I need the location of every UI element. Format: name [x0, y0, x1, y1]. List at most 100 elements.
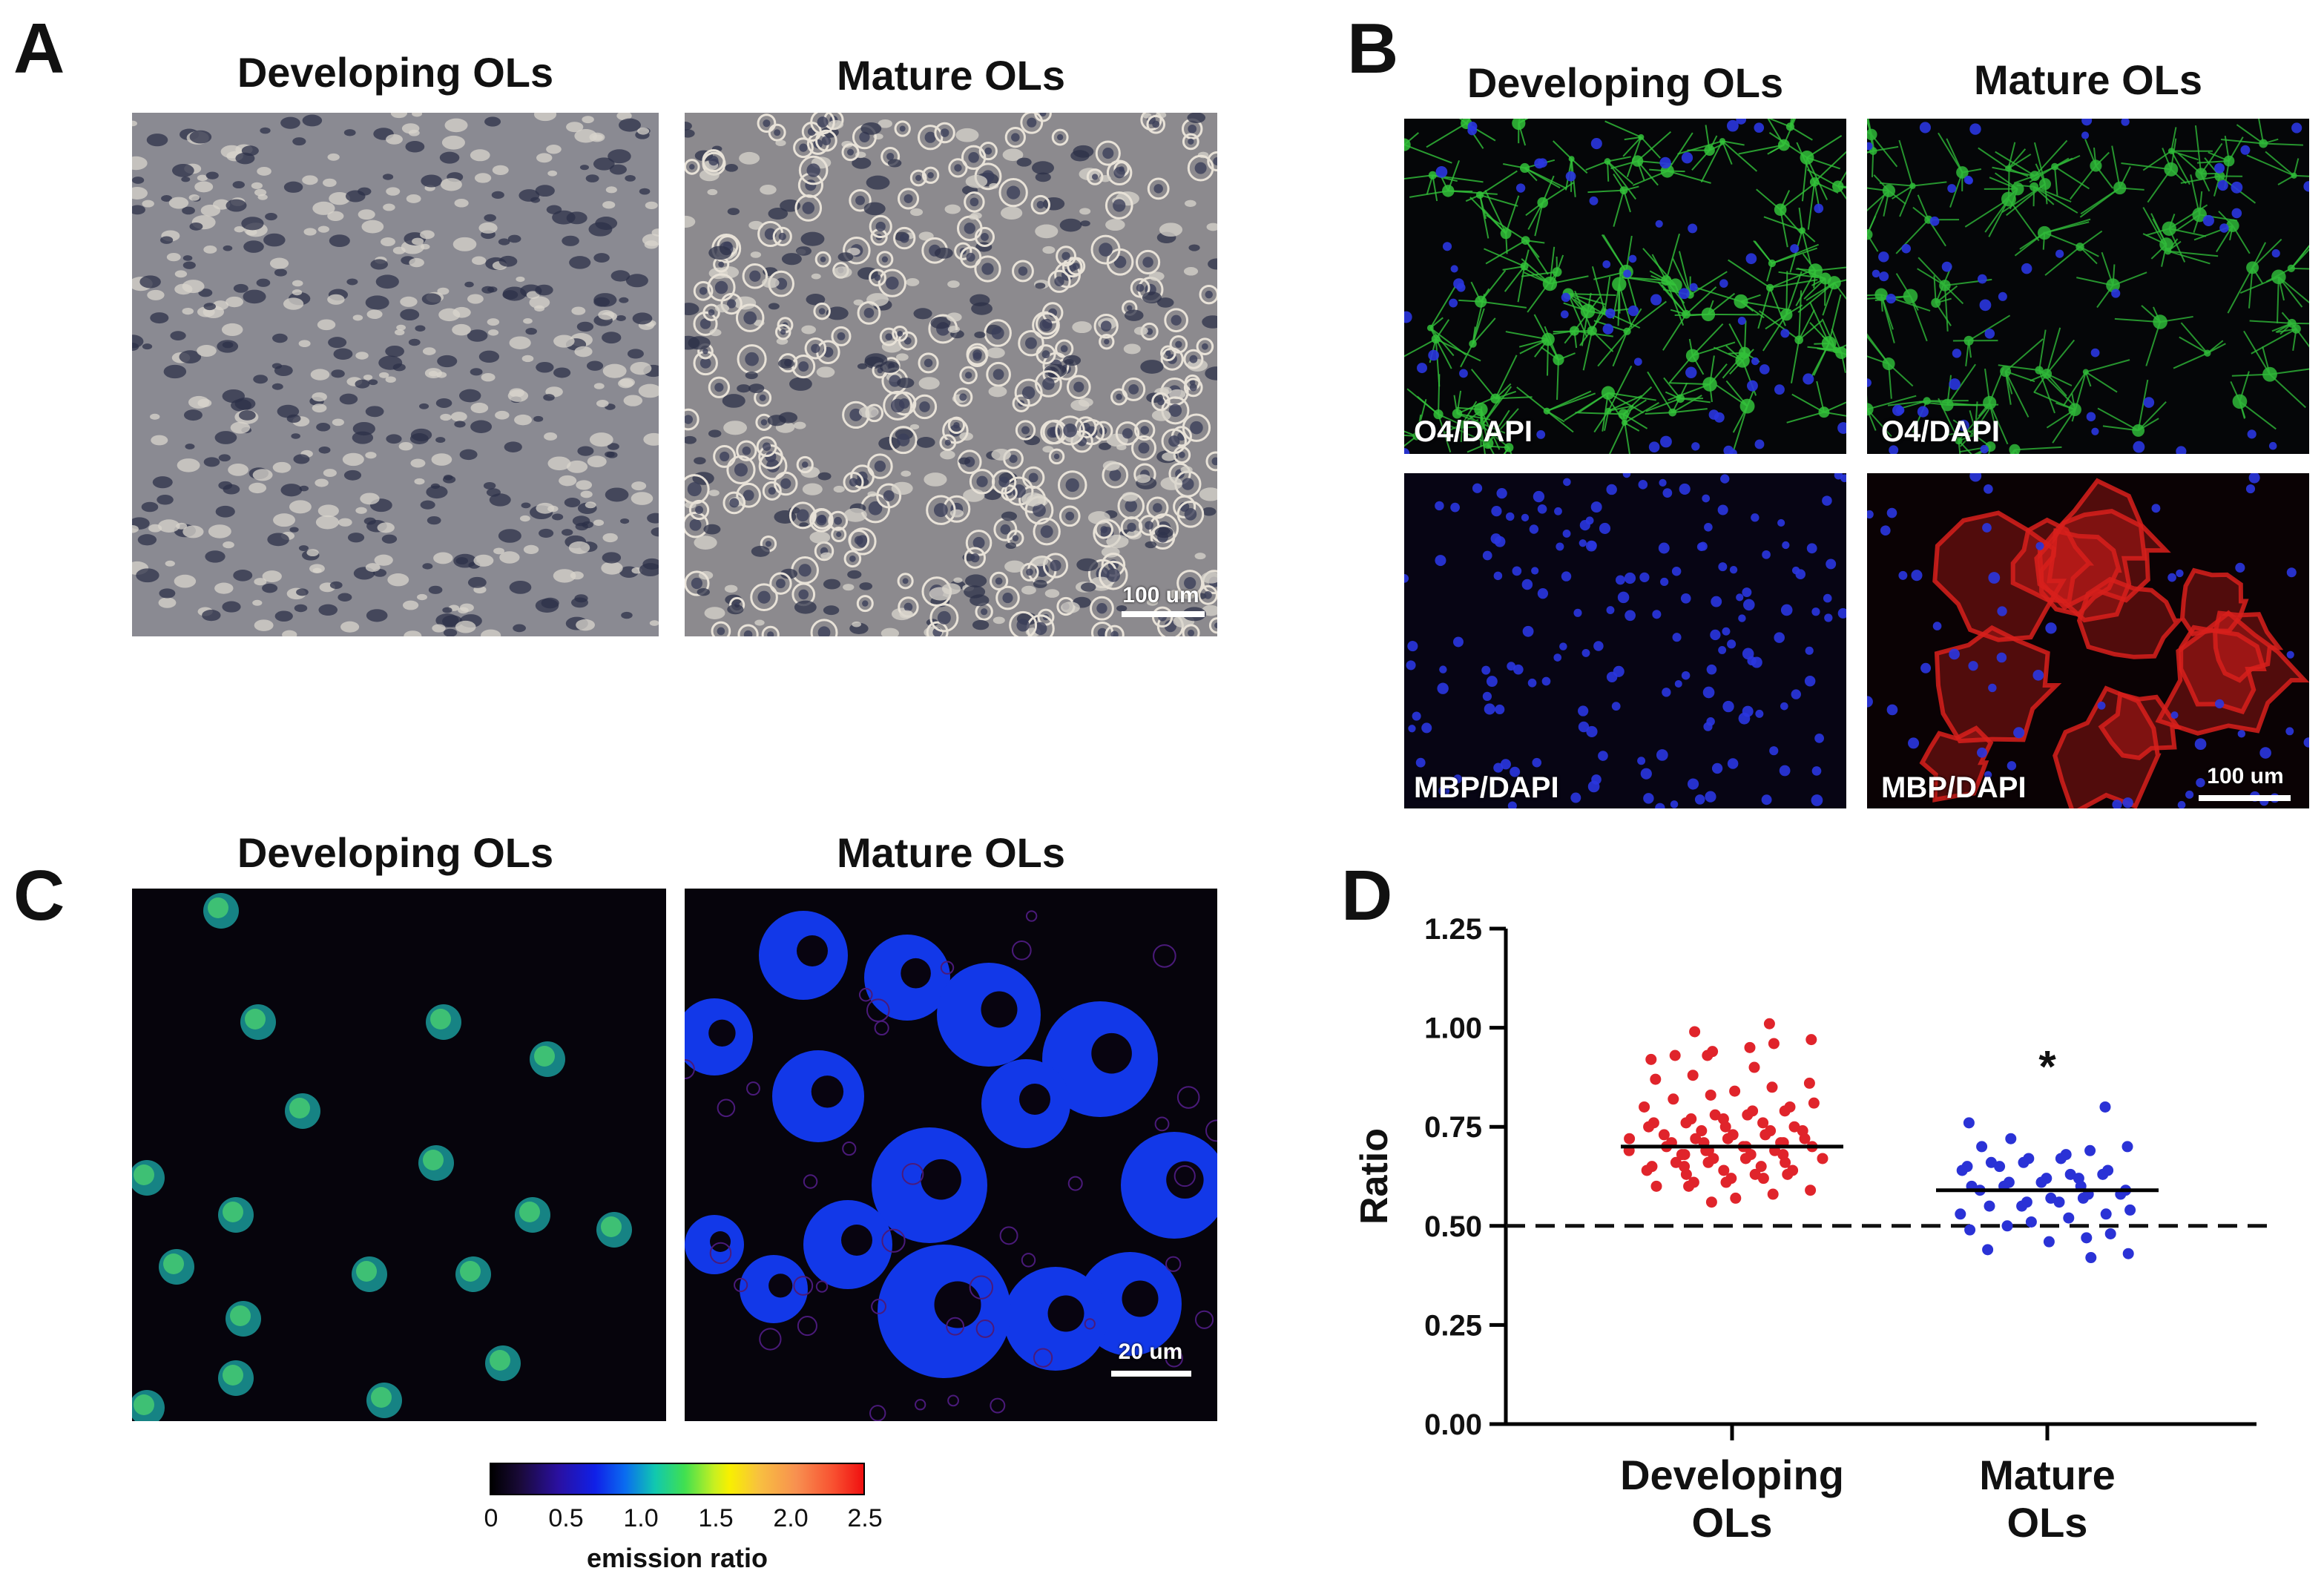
o4-dapi-label-developing: O4/DAPI — [1414, 415, 1533, 448]
panel-a-left-title: Developing OLs — [237, 49, 554, 96]
data-point — [1976, 1141, 1988, 1153]
data-point — [2035, 1176, 2047, 1188]
data-point — [1767, 1188, 1779, 1200]
o4-dapi-mature-image — [1867, 119, 2309, 454]
mbp-dapi-developing-image — [1404, 473, 1846, 808]
data-point — [2121, 1141, 2133, 1153]
data-point — [1956, 1164, 1968, 1176]
data-point — [1680, 1117, 1692, 1129]
phase-contrast-mature-image — [685, 113, 1217, 636]
data-point — [1782, 1168, 1794, 1180]
data-point — [2043, 1236, 2055, 1248]
data-point — [1670, 1156, 1682, 1168]
x-category-label: Mature — [1979, 1452, 2116, 1498]
colorbar-tick: 2.5 — [847, 1504, 883, 1532]
data-point — [2104, 1228, 2116, 1239]
data-point — [2053, 1196, 2065, 1208]
data-point — [1964, 1224, 1976, 1236]
data-point — [1788, 1121, 1800, 1133]
data-point — [1749, 1168, 1761, 1180]
data-point — [1766, 1081, 1778, 1093]
data-point — [2100, 1208, 2112, 1220]
y-axis-label: Ratio — [1353, 1128, 1396, 1225]
data-point — [2084, 1144, 2096, 1156]
data-point — [1705, 1089, 1716, 1101]
colorbar-tick: 1.5 — [698, 1504, 734, 1532]
panel-c-scale-bar-label: 20 um — [1118, 1340, 1183, 1364]
data-point — [1679, 1149, 1691, 1161]
data-point — [1683, 1180, 1695, 1192]
data-point — [1718, 1164, 1730, 1176]
data-point — [2018, 1156, 2030, 1168]
ratio-image-mature — [685, 889, 1217, 1421]
mbp-dapi-label-developing: MBP/DAPI — [1414, 771, 1559, 804]
data-point — [1805, 1185, 1817, 1196]
data-point — [1680, 1168, 1692, 1180]
y-tick-label: 0.00 — [1424, 1409, 1482, 1441]
panel-a-right-title: Mature OLs — [836, 52, 1066, 99]
panel-letter-c: C — [13, 856, 65, 935]
ratio-scatter-chart: 0.000.250.500.751.001.25RatioDevelopingO… — [1353, 913, 2271, 1546]
data-point — [1702, 1156, 1714, 1168]
data-point — [1687, 1070, 1699, 1081]
data-point — [1722, 1133, 1734, 1144]
y-tick-label: 0.75 — [1424, 1111, 1482, 1144]
data-point — [1690, 1133, 1702, 1144]
significance-marker: * — [2038, 1041, 2056, 1091]
data-point — [1650, 1180, 1662, 1192]
data-point — [1643, 1121, 1655, 1133]
data-point — [2097, 1168, 2109, 1180]
data-point — [2124, 1204, 2136, 1216]
data-point — [2085, 1252, 2097, 1264]
data-point — [1744, 1041, 1756, 1053]
data-point — [2016, 1200, 2028, 1212]
data-point — [1705, 1196, 1717, 1208]
colorbar-tick: 1.0 — [623, 1504, 659, 1532]
data-point — [1729, 1085, 1741, 1097]
data-point — [1645, 1053, 1657, 1065]
data-point — [1730, 1192, 1742, 1204]
colorbar-tick: 0 — [484, 1504, 498, 1532]
data-point — [2045, 1192, 2057, 1204]
data-point — [1668, 1093, 1679, 1105]
data-point — [1719, 1121, 1731, 1133]
x-category-label: OLs — [2007, 1499, 2088, 1546]
mbp-dapi-mature-image — [1867, 473, 2309, 808]
o4-dapi-developing-image — [1404, 119, 1846, 454]
panel-b-right-title: Mature OLs — [1973, 56, 2203, 103]
data-point — [1985, 1156, 1997, 1168]
data-point — [2025, 1216, 2037, 1228]
mbp-dapi-label-mature: MBP/DAPI — [1881, 771, 2027, 804]
colorbar-tick: 0.5 — [548, 1504, 584, 1532]
data-point — [1639, 1101, 1650, 1113]
panel-b-left-title: Developing OLs — [1467, 59, 1784, 106]
data-point — [1742, 1109, 1754, 1121]
y-tick-label: 1.00 — [1424, 1012, 1482, 1045]
y-tick-label: 1.25 — [1424, 913, 1482, 946]
colorbar-title: emission ratio — [586, 1543, 768, 1573]
panel-a-scale-bar — [1122, 611, 1205, 617]
panel-a-scale-bar-label: 100 um — [1122, 583, 1199, 607]
data-point — [1982, 1244, 1994, 1256]
data-point — [1624, 1133, 1636, 1144]
data-point — [1650, 1073, 1662, 1085]
x-category-label: Developing — [1620, 1452, 1844, 1498]
phase-contrast-developing-image — [132, 113, 659, 636]
data-point — [1760, 1129, 1771, 1141]
data-point — [1696, 1125, 1708, 1137]
data-point — [1803, 1077, 1815, 1089]
panel-c-right-title: Mature OLs — [836, 829, 1066, 876]
data-point — [1805, 1034, 1817, 1046]
x-category-label: OLs — [1692, 1499, 1773, 1546]
data-point — [1763, 1018, 1775, 1029]
panel-letter-b: B — [1347, 9, 1399, 88]
data-point — [1799, 1133, 1811, 1144]
data-point — [1720, 1176, 1732, 1188]
colorbar-tick: 2.0 — [773, 1504, 809, 1532]
panel-b-scale-bar-label: 100 um — [2207, 764, 2284, 788]
data-point — [1669, 1050, 1681, 1061]
o4-dapi-label-mature: O4/DAPI — [1881, 415, 2001, 448]
data-point — [1757, 1173, 1769, 1185]
data-point — [1658, 1129, 1670, 1141]
y-tick-label: 0.50 — [1424, 1210, 1482, 1243]
